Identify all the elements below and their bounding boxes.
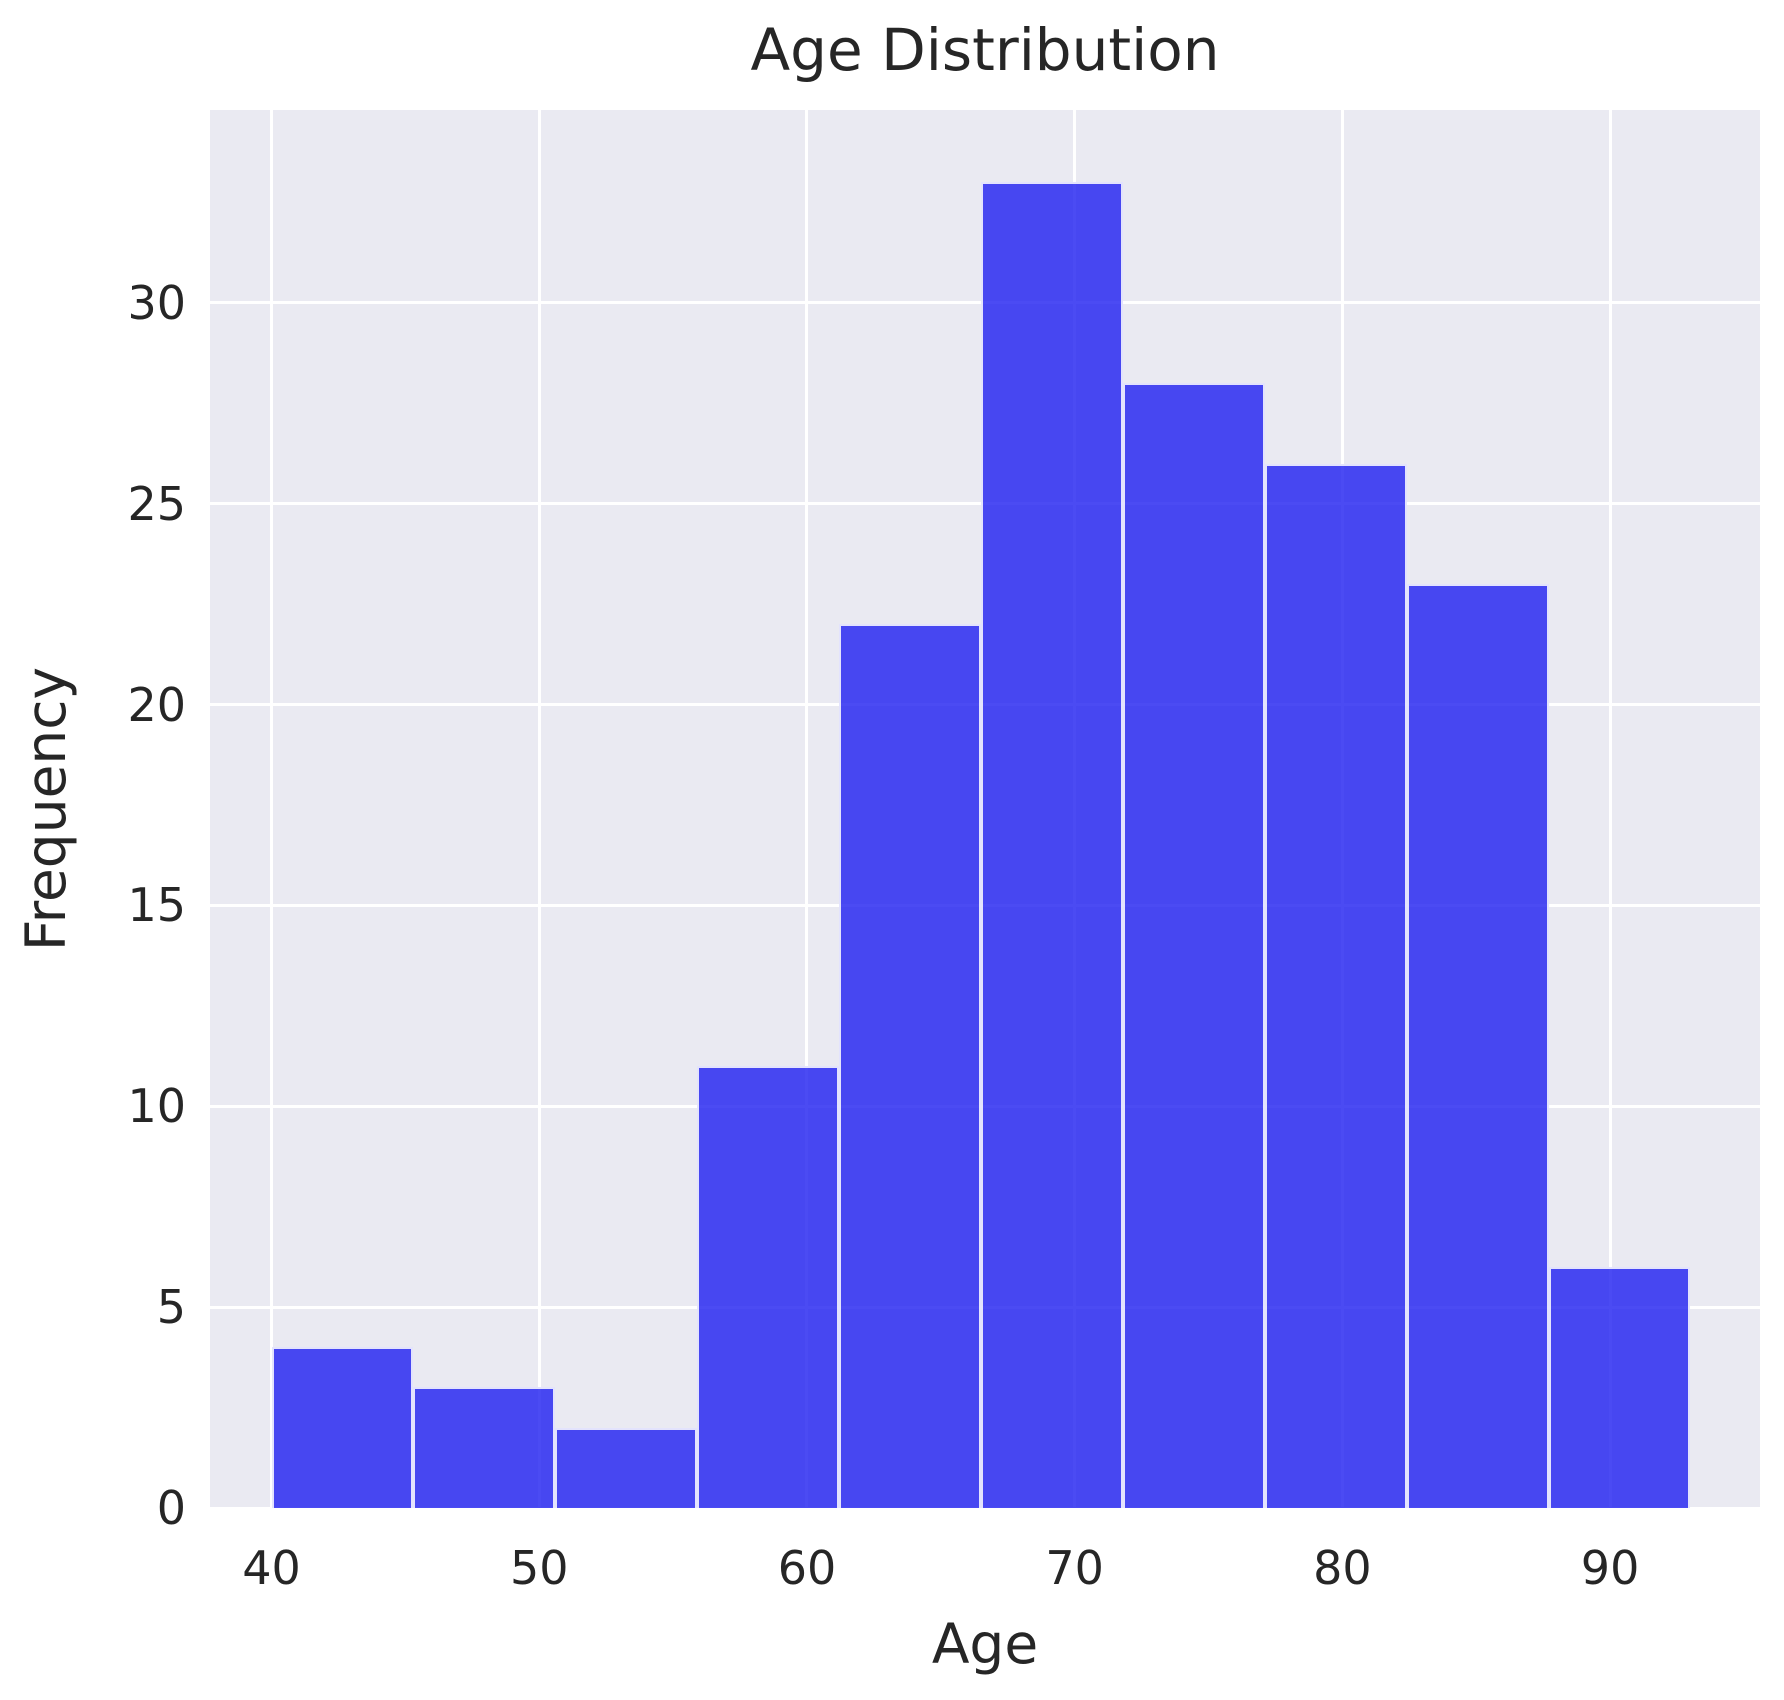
y-tick-label: 15 (127, 878, 186, 933)
histogram-bar (1406, 584, 1549, 1508)
chart-title: Age Distribution (750, 16, 1220, 84)
y-tick-label: 25 (127, 476, 186, 531)
y-gridline (210, 1506, 1760, 1510)
y-tick-label: 0 (156, 1481, 186, 1535)
histogram-bar (697, 1066, 840, 1508)
x-gridline (1608, 110, 1612, 1508)
histogram-bar (555, 1427, 698, 1508)
y-axis-label-text: Frequency (14, 666, 78, 952)
y-tick-label: 5 (156, 1280, 186, 1335)
y-tick-label: 20 (127, 677, 186, 732)
histogram-bar (413, 1387, 556, 1508)
x-tick-label: 50 (509, 1541, 569, 1595)
x-gridline (270, 110, 274, 1508)
histogram-bar (1548, 1266, 1691, 1508)
x-axis-label: Age (931, 1612, 1039, 1676)
histogram-bar (1264, 463, 1407, 1508)
x-gridline (537, 110, 541, 1508)
y-tick-label: 30 (127, 275, 186, 330)
histogram-bar (1122, 383, 1265, 1508)
x-tick-label: 90 (1580, 1541, 1640, 1595)
histogram-bar (839, 624, 981, 1508)
x-tick-label: 40 (242, 1541, 301, 1595)
x-gridline (805, 110, 809, 1508)
histogram-bar (271, 1347, 414, 1508)
plot-area (210, 110, 1760, 1510)
histogram-bar (980, 182, 1123, 1508)
x-tick-label: 60 (777, 1541, 837, 1595)
x-tick-label: 70 (1045, 1541, 1104, 1595)
x-tick-label: 80 (1313, 1541, 1372, 1595)
y-tick-label: 10 (127, 1079, 186, 1134)
